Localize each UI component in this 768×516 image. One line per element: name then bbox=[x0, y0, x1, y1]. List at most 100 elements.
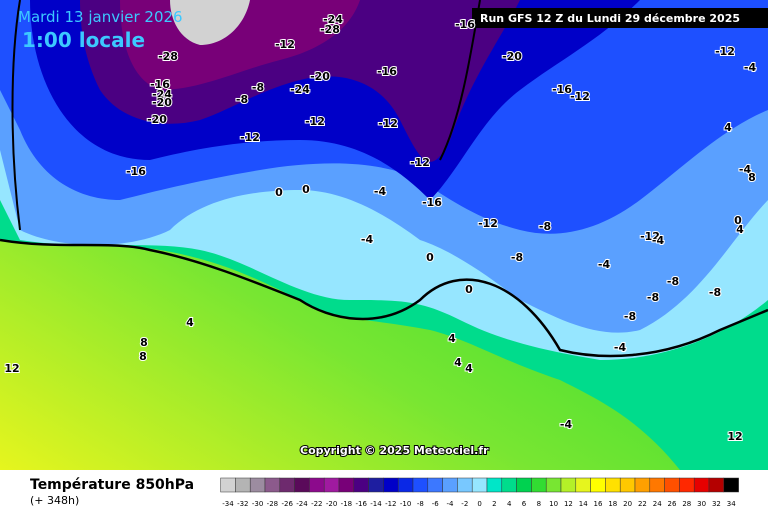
colorbar-tick-label: 30 bbox=[697, 500, 706, 508]
run-box bbox=[472, 8, 768, 28]
isotherm-label: -12 bbox=[640, 230, 660, 243]
colorbar-tick-label: 16 bbox=[594, 500, 603, 508]
colorbar-tick-label: 24 bbox=[653, 500, 662, 508]
colorbar-swatch bbox=[323, 477, 340, 493]
isotherm-label: -8 bbox=[236, 93, 248, 106]
isotherm-label: -4 bbox=[560, 418, 573, 431]
isotherm-label: -8 bbox=[252, 81, 264, 94]
isotherm-label: 8 bbox=[748, 171, 756, 184]
colorbar-swatch bbox=[693, 477, 710, 493]
colorbar-swatch bbox=[338, 477, 355, 493]
colorbar-swatch bbox=[560, 477, 577, 493]
colorbar-swatch bbox=[427, 477, 443, 493]
isotherm-label: -4 bbox=[598, 258, 611, 271]
colorbar-swatch bbox=[368, 477, 384, 493]
colorbar-swatch bbox=[294, 477, 310, 493]
isotherm-label: 4 bbox=[186, 316, 194, 329]
colorbar-swatch bbox=[235, 477, 251, 493]
isotherm-label: -16 bbox=[150, 78, 170, 91]
colorbar-swatch bbox=[412, 477, 429, 493]
date: Mardi 13 janvier 2026 bbox=[18, 8, 183, 26]
isotherm-label: -12 bbox=[275, 38, 295, 51]
footer-title: Température 850hPa bbox=[30, 477, 194, 493]
colorbar-swatch bbox=[264, 477, 281, 493]
map bbox=[0, 0, 768, 470]
colorbar-swatch bbox=[457, 477, 473, 493]
colorbar-tick-label: -22 bbox=[311, 500, 322, 508]
colorbar-swatch bbox=[279, 477, 295, 493]
isotherm-label: -16 bbox=[455, 18, 475, 31]
colorbar-swatch bbox=[383, 477, 399, 493]
isotherm-label: -4 bbox=[652, 234, 665, 247]
colorbar-tick-label: 28 bbox=[682, 500, 691, 508]
colorbar-tick-label: -6 bbox=[432, 500, 440, 508]
colorbar-tick-label: -12 bbox=[385, 500, 396, 508]
isotherm-label: -12 bbox=[305, 115, 325, 128]
isotherm-label: -8 bbox=[539, 220, 551, 233]
colorbar-swatch bbox=[516, 477, 532, 493]
colorbar-swatch bbox=[353, 477, 369, 493]
colorbar-swatch bbox=[531, 477, 547, 493]
colorbar-swatch bbox=[397, 477, 414, 493]
isotherm-label: -4 bbox=[374, 185, 387, 198]
colorbar-tick-label: 20 bbox=[623, 500, 632, 508]
colorbar-tick-label: 2 bbox=[492, 500, 496, 508]
isotherm-label: -24 bbox=[290, 83, 310, 96]
isotherm-label: -8 bbox=[667, 275, 679, 288]
isotherm-label: -12 bbox=[378, 117, 398, 130]
colorbar-tick-label: 26 bbox=[668, 500, 677, 508]
colorbar-tick-label: -26 bbox=[281, 500, 293, 508]
colorbar-swatch bbox=[664, 477, 680, 493]
isotherm-label: -16 bbox=[126, 165, 146, 178]
isotherm-label: -8 bbox=[624, 310, 636, 323]
colorbar-swatch bbox=[442, 477, 458, 493]
isotherm-label: 4 bbox=[736, 223, 744, 236]
isotherm-label: 4 bbox=[448, 332, 456, 345]
isotherm-label: -16 bbox=[552, 83, 572, 96]
colorbar-tick-label: 14 bbox=[579, 500, 588, 508]
isotherm-label: -24 bbox=[152, 88, 172, 101]
isotherm-label: -20 bbox=[310, 70, 330, 83]
colorbar-swatch bbox=[619, 477, 636, 493]
colorbar-tick-label: -20 bbox=[326, 500, 337, 508]
colorbar-tick-label: 12 bbox=[564, 500, 573, 508]
colorbar-tick-label: 22 bbox=[638, 500, 647, 508]
isotherm-label: 8 bbox=[139, 350, 147, 363]
isotherm-label: 0 bbox=[426, 251, 434, 264]
isotherm-label: 0 bbox=[734, 214, 742, 227]
isotherm-label: -28 bbox=[320, 23, 340, 36]
isotherm-label: -4 bbox=[744, 61, 757, 74]
isotherm-label: 8 bbox=[140, 336, 148, 349]
isotherm-label: -28 bbox=[158, 50, 178, 63]
isotherm-label: 12 bbox=[4, 362, 19, 375]
colorbar-tick-label: -10 bbox=[400, 500, 411, 508]
colorbar-tick-label: 8 bbox=[537, 500, 541, 508]
colorbar-swatch bbox=[309, 477, 325, 493]
colorbar-tick-label: 0 bbox=[477, 500, 481, 508]
colorbar-swatch bbox=[486, 477, 503, 493]
colorbar-tick-label: -16 bbox=[355, 500, 367, 508]
colorbar-tick-label: -8 bbox=[417, 500, 424, 508]
colorbar-tick-label: 32 bbox=[712, 500, 721, 508]
colorbar-swatch bbox=[575, 477, 591, 493]
colorbar-swatch bbox=[471, 477, 488, 493]
isotherm-label: -12 bbox=[478, 217, 498, 230]
isotherm-label: 4 bbox=[465, 362, 473, 375]
colorbar-tick-label: -28 bbox=[267, 500, 278, 508]
run-info: Run GFS 12 Z du Lundi 29 décembre 2025 bbox=[480, 12, 740, 25]
colorbar-swatch bbox=[708, 477, 725, 493]
colorbar-swatch bbox=[249, 477, 266, 493]
isotherm-label: -16 bbox=[377, 65, 397, 78]
colorbar-tick-label: -30 bbox=[252, 500, 263, 508]
colorbar-tick-label: -34 bbox=[222, 500, 234, 508]
colorbar: -34 -32 -30 -28 -26 -24 -22 -20 -18 -16 -14 -12 -10-… bbox=[220, 477, 739, 508]
isotherm-label: 4 bbox=[724, 121, 732, 134]
isotherm-label: 0 bbox=[275, 186, 283, 199]
isotherm-label: -4 bbox=[739, 163, 752, 176]
isotherm-label: -4 bbox=[361, 233, 374, 246]
colorbar-tick-label: 6 bbox=[522, 500, 527, 508]
footer-subtitle: (+ 348h) bbox=[30, 494, 79, 507]
colorbar-swatch bbox=[605, 477, 621, 493]
isotherm-label: 4 bbox=[454, 356, 462, 369]
isotherm-label: 12 bbox=[727, 430, 742, 443]
